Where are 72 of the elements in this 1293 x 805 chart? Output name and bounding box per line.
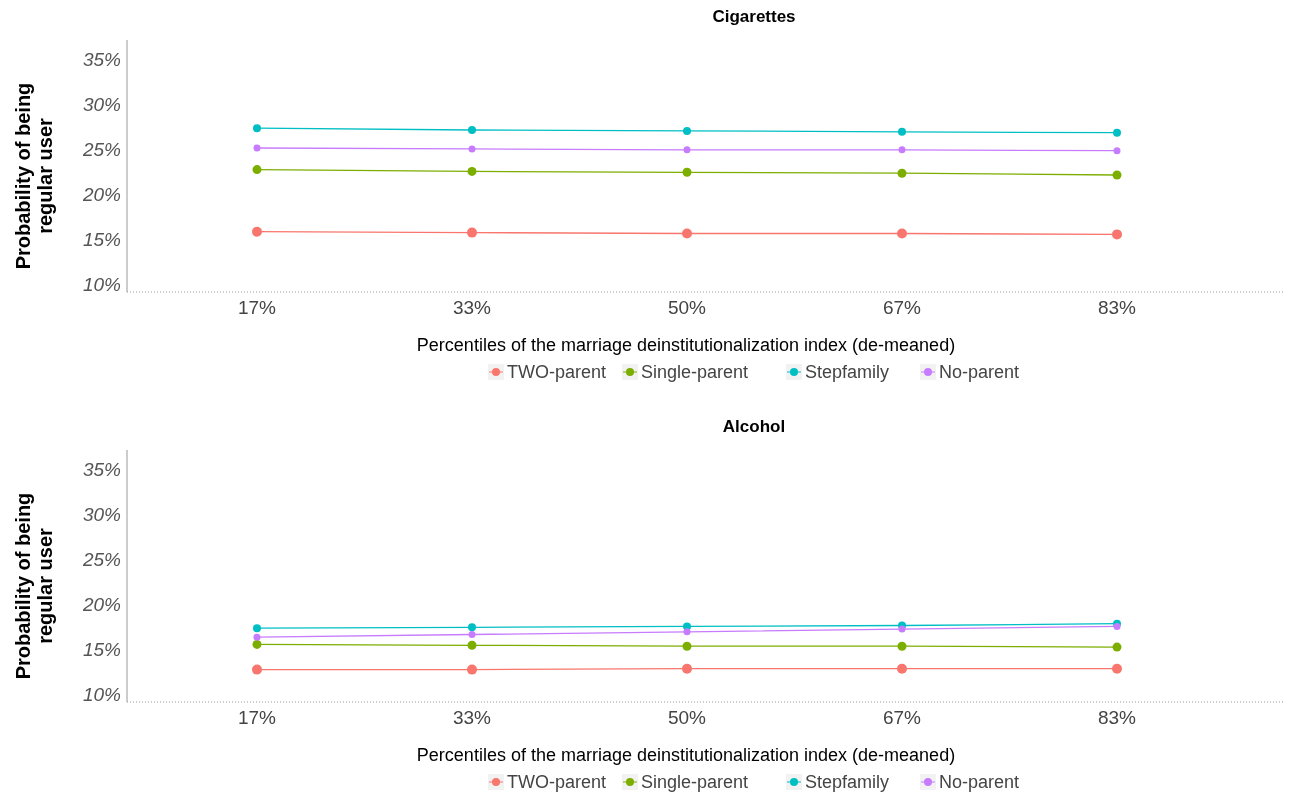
legend-label: TWO-parent (507, 772, 607, 793)
legend-label: Stepfamily (805, 772, 890, 793)
x-tick-label: 33% (452, 707, 492, 728)
y-tick-label: 35% (82, 458, 122, 480)
y-tick-label: 15% (82, 638, 122, 660)
point (1112, 642, 1122, 652)
x-tick-label: 67% (882, 297, 922, 318)
x-tick-label: 17% (237, 707, 277, 728)
point (252, 226, 262, 237)
y-tick-label: 10% (82, 273, 122, 295)
point (253, 144, 261, 152)
point (467, 640, 477, 650)
x-axis-title: Percentiles of the marriage deinstitutionalization index (de-meaned) (416, 335, 956, 355)
x-tick-label: 33% (452, 297, 492, 318)
point (467, 166, 477, 176)
y-axis-title: Probability of being regular user (12, 492, 56, 680)
point (252, 165, 262, 175)
point (252, 664, 262, 675)
point (682, 663, 692, 674)
y-axis-title: Probability of being regular user (12, 82, 56, 270)
point (1113, 128, 1121, 137)
y-tick-label: 20% (81, 183, 122, 205)
point (897, 641, 907, 651)
y-tick-label: 30% (82, 93, 122, 115)
y-tick-label: 25% (81, 548, 122, 570)
x-axis-title: Percentiles of the marriage deinstitutionalization index (de-meaned) (416, 745, 956, 765)
point (1112, 663, 1122, 674)
point (252, 639, 262, 649)
point (467, 227, 477, 238)
point (897, 168, 907, 178)
x-tick-label: 50% (667, 707, 707, 728)
x-tick-label: 83% (1097, 707, 1137, 728)
point (468, 623, 476, 632)
y-tick-label: 35% (82, 48, 122, 70)
x-tick-label: 83% (1097, 297, 1137, 318)
point (467, 664, 477, 675)
point (468, 145, 476, 153)
point (683, 126, 691, 135)
legend-label: Stepfamily (805, 362, 890, 383)
point (682, 167, 692, 177)
point (682, 641, 692, 651)
point (683, 146, 691, 154)
point (682, 228, 692, 239)
point (468, 126, 476, 134)
point (898, 127, 906, 136)
point (253, 624, 261, 633)
x-tick-label: 50% (667, 297, 707, 318)
point (468, 631, 476, 638)
chart-title: Cigarettes (712, 7, 796, 26)
chart-title: Alcohol (722, 417, 786, 436)
y-tick-label: 10% (82, 683, 122, 705)
y-tick-label: 20% (81, 593, 122, 615)
y-tick-label: 25% (81, 138, 122, 160)
y-tick-label: 30% (82, 503, 122, 525)
point (897, 228, 907, 239)
point (1112, 170, 1122, 180)
point (898, 625, 906, 633)
y-tick-label: 15% (82, 228, 122, 250)
point (253, 633, 261, 641)
point (1112, 229, 1122, 240)
point (1113, 147, 1121, 155)
x-tick-label: 17% (237, 297, 277, 318)
legend-label: No-parent (939, 362, 1020, 383)
legend-label: Single-parent (641, 362, 749, 383)
point (683, 628, 691, 636)
x-tick-label: 67% (882, 707, 922, 728)
point (253, 124, 261, 133)
legend-label: No-parent (939, 772, 1020, 793)
point (898, 146, 906, 154)
legend-label: TWO-parent (507, 362, 607, 383)
legend-label: Single-parent (641, 772, 749, 793)
point (897, 663, 907, 674)
